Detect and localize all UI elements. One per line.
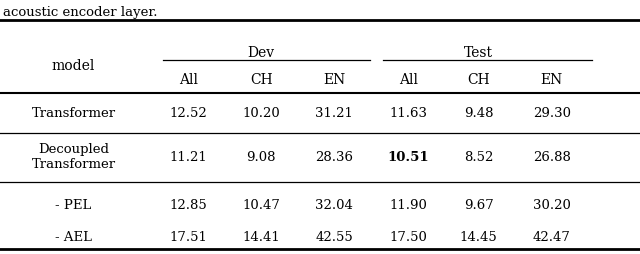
Text: 14.45: 14.45	[460, 231, 497, 244]
Text: 29.30: 29.30	[532, 106, 571, 120]
Text: 10.51: 10.51	[387, 151, 429, 164]
Text: Transformer: Transformer	[31, 106, 116, 120]
Text: 9.08: 9.08	[246, 151, 276, 164]
Text: 12.85: 12.85	[170, 199, 207, 212]
Text: All: All	[179, 73, 198, 87]
Text: - AEL: - AEL	[55, 231, 92, 244]
Text: 10.47: 10.47	[242, 199, 280, 212]
Text: 10.20: 10.20	[243, 106, 280, 120]
Text: acoustic encoder layer.: acoustic encoder layer.	[3, 6, 157, 19]
Text: 9.48: 9.48	[464, 106, 493, 120]
Text: CH: CH	[250, 73, 273, 87]
Text: 8.52: 8.52	[464, 151, 493, 164]
Text: EN: EN	[323, 73, 345, 87]
Text: 42.47: 42.47	[532, 231, 571, 244]
Text: 17.51: 17.51	[170, 231, 208, 244]
Text: 28.36: 28.36	[315, 151, 353, 164]
Text: CH: CH	[467, 73, 490, 87]
Text: 11.21: 11.21	[170, 151, 207, 164]
Text: 9.67: 9.67	[464, 199, 493, 212]
Text: 11.63: 11.63	[389, 106, 428, 120]
Text: 26.88: 26.88	[532, 151, 571, 164]
Text: 32.04: 32.04	[315, 199, 353, 212]
Text: 31.21: 31.21	[315, 106, 353, 120]
Text: EN: EN	[541, 73, 563, 87]
Text: Test: Test	[464, 46, 493, 60]
Text: Decoupled
Transformer: Decoupled Transformer	[31, 144, 116, 171]
Text: 42.55: 42.55	[316, 231, 353, 244]
Text: 30.20: 30.20	[532, 199, 571, 212]
Text: 11.90: 11.90	[389, 199, 428, 212]
Text: 14.41: 14.41	[243, 231, 280, 244]
Text: 17.50: 17.50	[389, 231, 428, 244]
Text: All: All	[399, 73, 418, 87]
Text: 12.52: 12.52	[170, 106, 207, 120]
Text: - PEL: - PEL	[56, 199, 92, 212]
Text: Dev: Dev	[248, 46, 275, 60]
Text: model: model	[52, 59, 95, 73]
